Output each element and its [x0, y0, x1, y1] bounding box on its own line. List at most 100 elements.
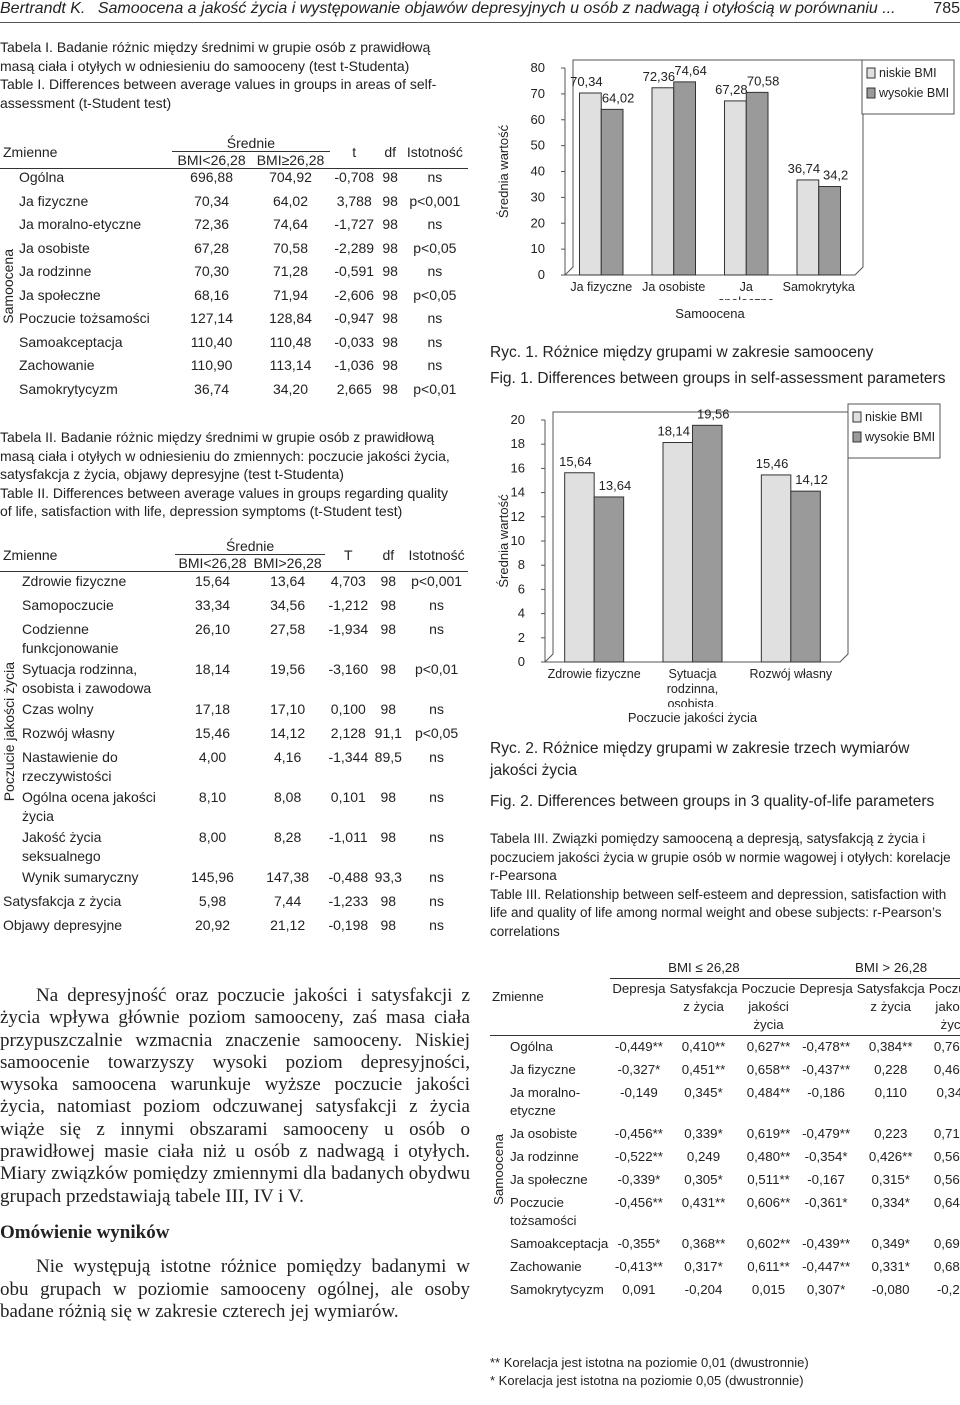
cell: 0,627**: [746, 1039, 791, 1054]
value-label: 34,2: [823, 168, 848, 183]
col-header: BMI > 26,28: [797, 958, 960, 979]
table2: Zmienne Średnie T df Istotność BMI<26,28…: [0, 538, 468, 940]
bar: [796, 179, 820, 276]
cell: 0,606**: [746, 1195, 791, 1210]
cell: 98: [382, 263, 398, 279]
cell: -0,186: [807, 1085, 845, 1100]
cell: 17,18: [195, 701, 231, 717]
note: * Korelacja jest istotna na poziomie 0,0…: [490, 1373, 804, 1388]
cell: 0,315*: [871, 1172, 910, 1187]
cell: -0,228: [936, 1282, 960, 1297]
row-label: Jakość życia seksualnego: [22, 829, 102, 864]
col-header: BMI<26,28: [177, 152, 246, 168]
cell: 98: [382, 380, 398, 397]
col-header: Zmienne: [3, 546, 58, 563]
value-label: 19,56: [697, 406, 730, 421]
bar: [745, 91, 769, 276]
cell: ns: [429, 917, 444, 933]
cell: -0,167: [807, 1172, 845, 1187]
cell: -0,355*: [617, 1236, 661, 1251]
bar: [564, 472, 595, 663]
bar: [662, 442, 693, 663]
row-label: Ja rodzinne: [19, 263, 92, 279]
table-row: Codzienne funkcjonowanie 26,10 27,58 -1,934…: [0, 620, 468, 660]
cell: 13,64: [270, 573, 306, 589]
paragraph: Nie występują istotne różnice pomiędzy b…: [0, 1256, 470, 1322]
cell: 98: [380, 573, 397, 589]
cell: 0,567**: [933, 1149, 960, 1164]
cell: 704,92: [269, 169, 312, 185]
cell: 93,3: [374, 869, 402, 885]
cell: 110,48: [269, 333, 312, 350]
caption-en: Fig. 2. Differences between groups in 3 …: [490, 793, 935, 810]
table-body: Samoocena Ogólna 696,88 704,92 -0,708 98 ns Ja …: [0, 169, 468, 405]
col-header: t: [352, 143, 357, 160]
cell: 34,56: [270, 597, 306, 613]
cell: -0,354*: [804, 1149, 848, 1164]
y-tick-label: 20: [531, 215, 545, 230]
cell: 0,346*: [936, 1085, 960, 1100]
x-tick-label: Ja społeczne: [718, 280, 774, 300]
group-label: Poczucie jakości życia: [1, 662, 17, 802]
table3: Zmienne BMI ≤ 26,28 BMI > 26,28 Depresja…: [490, 958, 960, 1302]
caption-pl: Ryc. 1. Różnice między grupami w zakresi…: [490, 344, 874, 361]
y-tick-label: 8: [518, 557, 525, 572]
x-tick-label-box: Ja osobiste: [642, 280, 706, 294]
row-label: Zdrowie fizyczne: [22, 573, 127, 589]
cell: -0,708: [334, 169, 375, 185]
cell: 145,96: [191, 869, 234, 885]
table-row: Ja moralno-etyczne -0,149 0,345* 0,484** -0,…: [490, 1082, 960, 1123]
table-row: Ogólna ocena jakości życia 8,10 8,08 0,101 9…: [0, 788, 468, 828]
value-label: 70,58: [747, 73, 780, 88]
value-label: 64,02: [602, 90, 635, 105]
y-tick-label: 10: [531, 241, 545, 256]
x-tick-label: Ja osobiste: [642, 280, 706, 294]
cell: -1,344: [328, 749, 369, 765]
cell: ns: [427, 169, 443, 185]
table-row: Zachowanie 110,90 113,14 -1,036 98 ns: [0, 357, 468, 381]
cell: 110,90: [190, 357, 233, 373]
cell: 33,34: [195, 597, 231, 613]
col-header: BMI≥26,28: [256, 152, 325, 168]
row-label: Ogólna: [19, 169, 65, 185]
sub-header: Satysfakcja z życia: [669, 981, 738, 1014]
cell: 0,451**: [681, 1062, 726, 1077]
cell: 147,38: [266, 869, 310, 885]
page-number: 785: [933, 0, 960, 17]
y-tick-label: 18: [511, 436, 525, 451]
cell: 0,100: [330, 701, 366, 717]
cell: -0,437**: [802, 1062, 851, 1077]
cell: -0,478**: [802, 1039, 851, 1054]
y-tick-label: 40: [531, 164, 545, 179]
table-row: Ja społeczne -0,339* 0,305* 0,511** -0,167 0,…: [490, 1169, 960, 1192]
cell: 0,484**: [746, 1085, 791, 1100]
cell: 128,84: [269, 310, 312, 326]
y-tick-label: 14: [511, 485, 525, 500]
cell: -0,591: [334, 263, 375, 279]
y-tick-label: 6: [518, 581, 525, 596]
cell: ns: [427, 263, 443, 279]
cell: ns: [429, 789, 444, 805]
caption-en: Table III. Relationship between self-est…: [490, 886, 947, 939]
x-axis-label: Poczucie jakości życia: [628, 710, 758, 725]
cell: 98: [382, 239, 398, 256]
cell: 5,98: [198, 893, 227, 909]
caption-en: Table II. Differences between average va…: [0, 484, 449, 520]
col-header: df: [382, 546, 395, 563]
row-label: Ja moralno-etyczne: [19, 216, 142, 232]
cell: 0,426**: [868, 1149, 913, 1164]
caption-pl: Ryc. 2. Różnice między grupami w zakresi…: [490, 740, 910, 779]
row-label: Ja fizyczne: [510, 1062, 576, 1077]
cell: 0,480**: [746, 1149, 791, 1164]
cell: 21,12: [270, 917, 306, 933]
col-header: BMI<26,28: [178, 555, 247, 571]
sub-header: Poczucie jakości życia: [928, 981, 960, 1032]
cell: ns: [429, 869, 444, 885]
legend-label: wysokie BMI: [864, 430, 935, 444]
cell: 0,015: [751, 1282, 786, 1297]
sub-header: Depresja: [799, 981, 853, 996]
cell: 0,339*: [684, 1126, 723, 1141]
bar: [673, 81, 696, 276]
table-body: Poczucie jakości życia Zdrowie fizyczne 15…: [0, 572, 468, 941]
y-tick-label: 60: [531, 112, 545, 127]
